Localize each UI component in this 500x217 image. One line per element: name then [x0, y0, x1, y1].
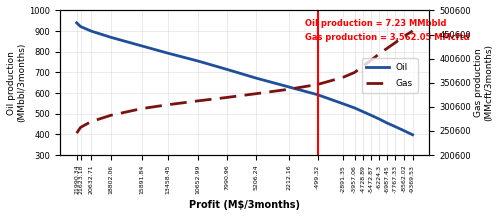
- X-axis label: Profit (M$/3months): Profit (M$/3months): [189, 200, 300, 210]
- Oil: [314, 93, 320, 96]
- Oil: [376, 118, 382, 120]
- Oil: [401, 129, 407, 132]
- Gas: [410, 30, 416, 32]
- Oil: [78, 25, 84, 28]
- Oil: [195, 60, 201, 62]
- Oil: [360, 110, 366, 113]
- Gas: [401, 35, 407, 38]
- Gas: [78, 126, 84, 129]
- Oil: [139, 45, 145, 47]
- Gas: [139, 107, 145, 110]
- Legend: Oil, Gas: Oil, Gas: [362, 58, 418, 93]
- Gas: [165, 104, 171, 106]
- Gas: [195, 100, 201, 102]
- Y-axis label: Oil production
(MMbbl/3months): Oil production (MMbbl/3months): [7, 43, 26, 122]
- Gas: [360, 65, 366, 67]
- Line: Gas: Gas: [76, 31, 412, 133]
- Oil: [165, 52, 171, 54]
- Gas: [224, 96, 230, 99]
- Gas: [340, 76, 346, 79]
- Gas: [392, 41, 398, 44]
- Oil: [384, 122, 390, 124]
- Oil: [368, 114, 374, 117]
- Line: Oil: Oil: [76, 23, 412, 135]
- Y-axis label: Gas production
(MMcft/3months): Gas production (MMcft/3months): [474, 44, 493, 121]
- Oil: [340, 102, 346, 105]
- Gas: [376, 53, 382, 55]
- Oil: [108, 36, 114, 39]
- Text: Oil production = 7.23 MMbbld: Oil production = 7.23 MMbbld: [304, 19, 446, 28]
- Oil: [254, 77, 260, 79]
- Oil: [88, 30, 94, 32]
- Oil: [74, 21, 80, 24]
- Gas: [88, 120, 94, 123]
- Gas: [74, 132, 80, 135]
- Oil: [352, 107, 358, 109]
- Gas: [384, 47, 390, 50]
- Oil: [286, 85, 292, 88]
- Gas: [352, 71, 358, 74]
- Oil: [392, 125, 398, 128]
- Text: Gas production = 3,562.05 MMcftd: Gas production = 3,562.05 MMcftd: [304, 33, 470, 42]
- Gas: [108, 114, 114, 117]
- Oil: [224, 68, 230, 71]
- Gas: [368, 59, 374, 62]
- Gas: [254, 92, 260, 95]
- Gas: [286, 88, 292, 90]
- Oil: [410, 133, 416, 136]
- Gas: [314, 83, 320, 86]
